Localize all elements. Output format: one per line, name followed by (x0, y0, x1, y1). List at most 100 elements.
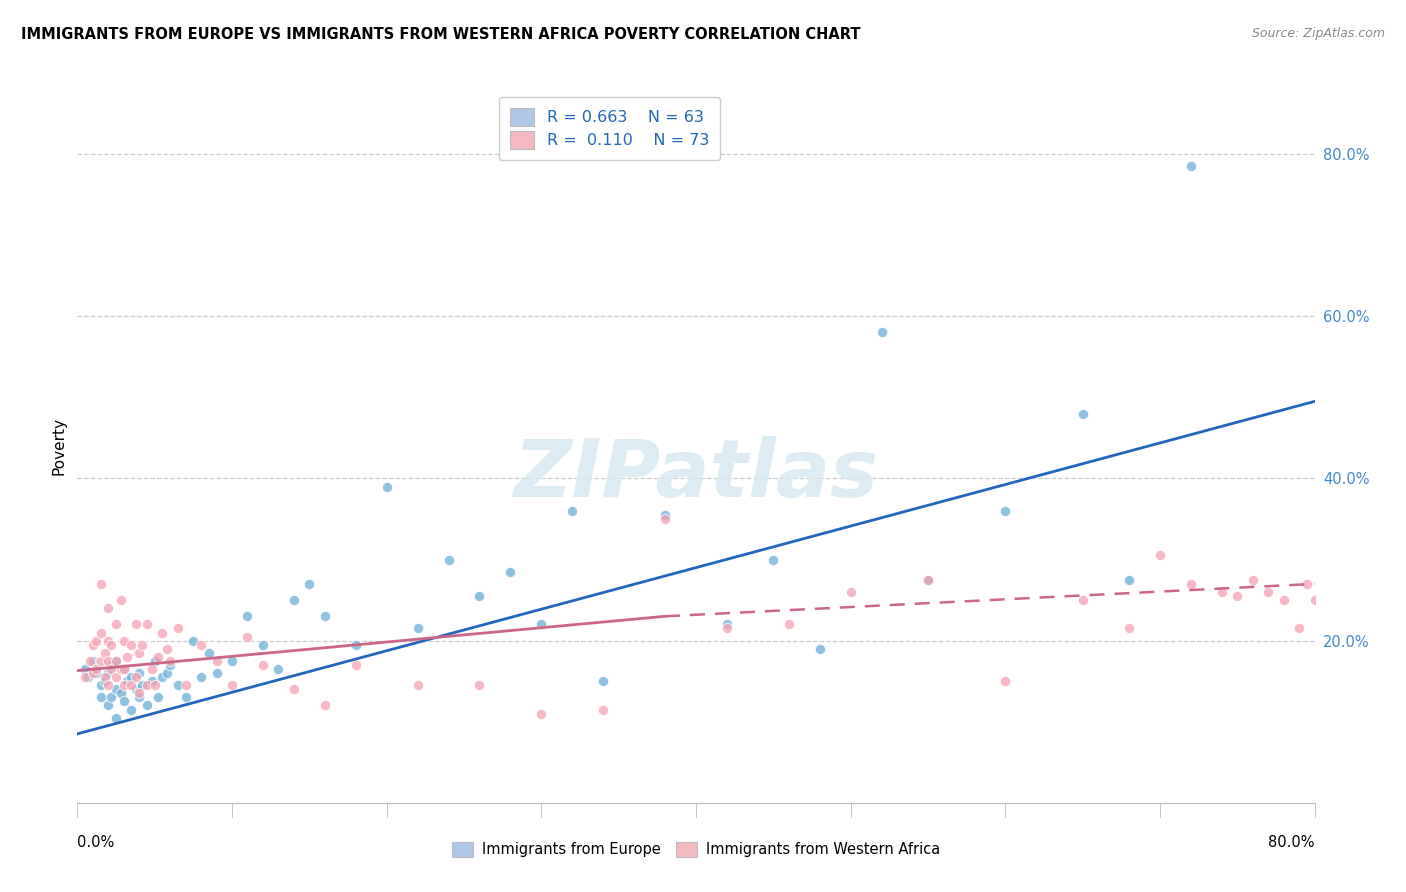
Point (136, 678, 159, 692)
Point (112, 678, 135, 692)
Point (121, 670, 143, 684)
Text: 80.0%: 80.0% (1268, 835, 1315, 850)
Point (75, 662, 96, 676)
Point (1118, 573, 1140, 587)
Point (1257, 585, 1279, 599)
Point (561, 504, 583, 518)
Point (156, 666, 179, 681)
Point (94, 674, 117, 689)
Point (131, 678, 153, 692)
Point (94, 646, 117, 660)
Point (112, 662, 135, 676)
Point (344, 638, 367, 652)
Point (468, 589, 491, 603)
Point (716, 622, 738, 636)
Point (839, 585, 862, 599)
Text: Source: ZipAtlas.com: Source: ZipAtlas.com (1251, 27, 1385, 40)
Point (1303, 593, 1326, 607)
Point (152, 670, 174, 684)
Text: ZIPatlas: ZIPatlas (513, 435, 879, 514)
Text: IMMIGRANTS FROM EUROPE VS IMMIGRANTS FROM WESTERN AFRICA POVERTY CORRELATION CHA: IMMIGRANTS FROM EUROPE VS IMMIGRANTS FRO… (21, 27, 860, 42)
Point (115, 649, 138, 664)
Point (167, 678, 190, 692)
Point (97, 654, 120, 668)
Point (136, 698, 159, 713)
Point (110, 662, 132, 676)
Point (221, 678, 243, 692)
Point (174, 690, 197, 705)
Point (314, 698, 336, 713)
Point (82, 666, 104, 681)
Point (870, 326, 893, 340)
Point (82, 654, 104, 668)
Point (79, 654, 101, 668)
Point (82, 638, 104, 652)
Point (90, 654, 112, 668)
Point (131, 638, 153, 652)
Point (762, 552, 785, 566)
Point (183, 633, 205, 648)
Point (190, 670, 212, 684)
Point (437, 552, 460, 566)
Point (121, 678, 143, 692)
Point (84, 633, 107, 648)
Point (90, 678, 112, 692)
Point (128, 690, 150, 705)
Point (143, 654, 166, 668)
Point (90, 577, 112, 591)
Point (252, 638, 274, 652)
Point (128, 686, 150, 700)
Point (100, 662, 122, 676)
Point (143, 678, 166, 692)
Point (917, 573, 939, 587)
Point (90, 690, 112, 705)
Point (146, 649, 169, 664)
Point (1226, 589, 1249, 603)
Point (125, 617, 148, 632)
Point (1272, 593, 1295, 607)
Point (994, 504, 1017, 518)
Point (75, 670, 96, 684)
Point (97, 601, 120, 615)
Point (94, 670, 117, 684)
Point (1241, 573, 1264, 587)
Point (1149, 549, 1171, 563)
Point (174, 678, 197, 692)
Point (1288, 622, 1310, 636)
Point (97, 678, 120, 692)
Point (146, 690, 169, 705)
Point (592, 674, 614, 689)
Point (84, 666, 107, 681)
Point (344, 657, 367, 672)
Point (125, 670, 148, 684)
Point (110, 686, 132, 700)
Point (298, 577, 321, 591)
Point (97, 666, 120, 681)
Point (778, 617, 800, 632)
Point (205, 654, 228, 668)
Point (236, 609, 259, 624)
Point (100, 657, 122, 672)
Legend: Immigrants from Europe, Immigrants from Western Africa: Immigrants from Europe, Immigrants from … (446, 836, 946, 863)
Point (97, 698, 120, 713)
Point (141, 674, 163, 689)
Point (406, 622, 429, 636)
Point (152, 625, 174, 640)
Point (530, 617, 553, 632)
Point (375, 479, 398, 493)
Point (1118, 622, 1140, 636)
Point (205, 666, 228, 681)
Point (654, 512, 676, 526)
Point (105, 654, 128, 668)
Text: 0.0%: 0.0% (77, 835, 114, 850)
Point (105, 711, 128, 725)
Point (530, 706, 553, 721)
Point (159, 657, 181, 672)
Point (77, 670, 100, 684)
Point (128, 646, 150, 660)
Point (128, 666, 150, 681)
Point (808, 641, 831, 656)
Point (252, 657, 274, 672)
Point (121, 702, 143, 716)
Point (167, 622, 190, 636)
